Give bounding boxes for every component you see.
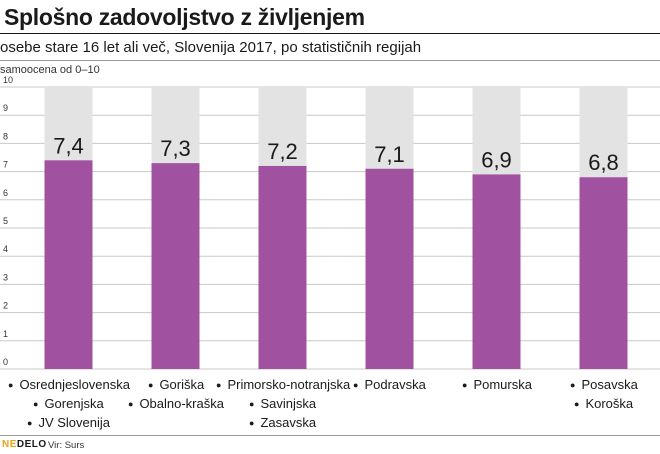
bar [365, 168, 414, 369]
y-tick-label: 6 [3, 188, 8, 198]
bar [151, 163, 200, 369]
region-label: Zasavska [249, 414, 316, 433]
chart-subtitle: osebe stare 16 let ali več, Slovenija 20… [0, 39, 422, 56]
bar-value-label: 6,9 [481, 147, 512, 172]
subtitle-divider [0, 60, 660, 61]
region-label: Podravska [353, 376, 425, 395]
region-label: Primorsko-notranjska [216, 376, 350, 395]
y-tick-label: 9 [3, 103, 8, 113]
y-tick-label: 3 [3, 272, 8, 282]
y-tick-label: 4 [3, 244, 8, 254]
bar [44, 160, 93, 369]
bar-value-label: 7,1 [374, 142, 405, 167]
region-label: Gorenjska [33, 395, 103, 414]
region-label: Posavska [570, 376, 637, 395]
region-label: Koroška [574, 395, 633, 414]
region-label: Osrednjeslovenska [8, 376, 130, 395]
chart-title: Splošno zadovoljstvo z življenjem [4, 4, 365, 30]
source-label: Vir: Surs [48, 440, 85, 451]
bar-value-label: 7,4 [53, 133, 84, 158]
y-tick-label: 1 [3, 329, 8, 339]
y-axis-unit-label: samoocena od 0–10 [0, 64, 100, 76]
bar-value-label: 6,8 [588, 150, 619, 175]
bar [258, 165, 307, 369]
region-label: JV Slovenija [27, 414, 110, 433]
y-tick-label: 5 [3, 216, 8, 226]
region-label: Obalno-kraška [128, 395, 224, 414]
region-label: Savinjska [249, 395, 316, 414]
region-label: Goriška [148, 376, 204, 395]
publisher-logo: NEDELO [2, 439, 47, 450]
bar-value-label: 7,3 [160, 136, 191, 161]
bar [472, 174, 521, 369]
y-tick-label: 8 [3, 131, 8, 141]
region-label: Pomurska [462, 376, 532, 395]
bar-value-label: 7,2 [267, 139, 298, 164]
bar [579, 177, 628, 369]
footer-divider [0, 435, 660, 436]
title-divider [0, 33, 660, 34]
y-tick-label: 7 [3, 160, 8, 170]
y-tick-label: 10 [3, 75, 13, 85]
y-tick-label: 2 [3, 301, 8, 311]
y-tick-label: 0 [3, 357, 8, 367]
